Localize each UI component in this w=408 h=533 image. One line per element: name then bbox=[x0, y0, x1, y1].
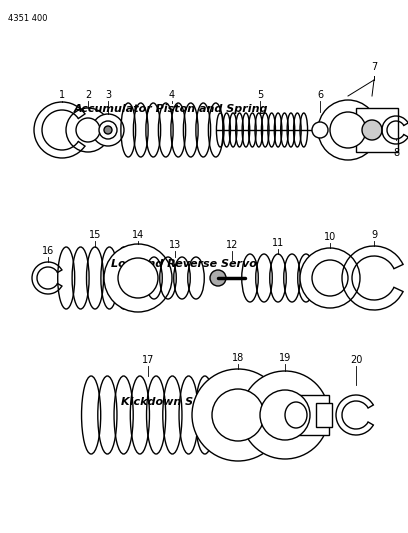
Circle shape bbox=[330, 112, 366, 148]
Text: 13: 13 bbox=[169, 240, 181, 250]
Circle shape bbox=[104, 126, 112, 134]
Text: Kickdown Servo: Kickdown Servo bbox=[121, 398, 222, 407]
Text: Accumulator Piston and Spring: Accumulator Piston and Spring bbox=[74, 104, 268, 114]
Circle shape bbox=[104, 244, 172, 312]
Text: 16: 16 bbox=[42, 246, 54, 256]
Text: 4: 4 bbox=[169, 90, 175, 100]
Ellipse shape bbox=[285, 402, 307, 428]
Circle shape bbox=[300, 248, 360, 308]
Circle shape bbox=[92, 114, 124, 146]
Text: 14: 14 bbox=[132, 230, 144, 240]
Circle shape bbox=[76, 118, 100, 142]
Text: 12: 12 bbox=[226, 240, 238, 250]
Text: 20: 20 bbox=[350, 355, 362, 365]
Text: 9: 9 bbox=[371, 230, 377, 240]
Bar bbox=[285, 395, 329, 435]
Circle shape bbox=[318, 100, 378, 160]
Circle shape bbox=[118, 258, 158, 298]
Text: 10: 10 bbox=[324, 232, 336, 242]
Text: 18: 18 bbox=[232, 353, 244, 363]
Text: Low and Reverse Servo: Low and Reverse Servo bbox=[111, 259, 257, 269]
Circle shape bbox=[362, 120, 382, 140]
Text: 2: 2 bbox=[85, 90, 91, 100]
Bar bbox=[316, 403, 332, 427]
Circle shape bbox=[312, 122, 328, 138]
Circle shape bbox=[66, 108, 110, 152]
Text: 8: 8 bbox=[393, 148, 399, 158]
Text: 6: 6 bbox=[317, 90, 323, 100]
Bar bbox=[356, 108, 398, 152]
Text: 5: 5 bbox=[257, 90, 263, 100]
Circle shape bbox=[260, 390, 310, 440]
Circle shape bbox=[312, 260, 348, 296]
Text: 7: 7 bbox=[371, 62, 377, 72]
Circle shape bbox=[192, 369, 284, 461]
Circle shape bbox=[99, 121, 117, 139]
Text: 19: 19 bbox=[279, 353, 291, 363]
Text: 1: 1 bbox=[59, 90, 65, 100]
Text: 4351 400: 4351 400 bbox=[8, 14, 47, 23]
Circle shape bbox=[212, 389, 264, 441]
Text: 15: 15 bbox=[89, 230, 101, 240]
Text: 11: 11 bbox=[272, 238, 284, 248]
Circle shape bbox=[241, 371, 329, 459]
Text: 3: 3 bbox=[105, 90, 111, 100]
Text: 17: 17 bbox=[142, 355, 154, 365]
Circle shape bbox=[210, 270, 226, 286]
